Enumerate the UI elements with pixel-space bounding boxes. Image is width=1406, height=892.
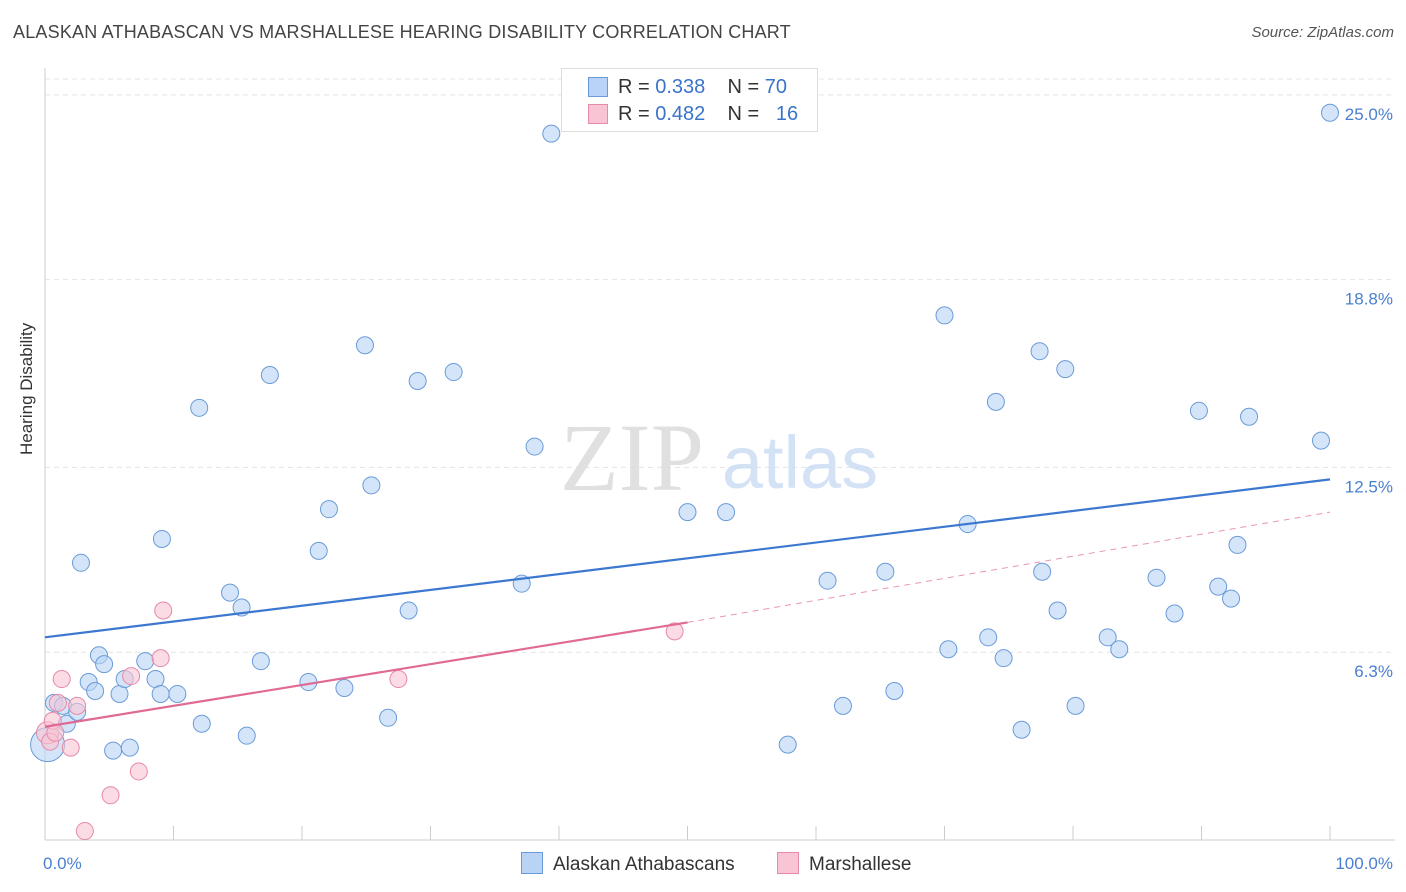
bottom-legend-label-2: Marshallese: [809, 854, 912, 875]
legend-r-value-1: 0.338: [655, 76, 706, 98]
chart-title: ALASKAN ATHABASCAN VS MARSHALLESE HEARIN…: [13, 22, 791, 42]
point-marshallese-5: [68, 696, 87, 715]
point-athabascan-65: [1222, 589, 1241, 608]
point-athabascan-10: [104, 741, 123, 760]
point-athabascan-43: [818, 571, 837, 590]
point-athabascan-32: [379, 708, 398, 727]
trendline-marshallese: [44, 621, 688, 728]
point-athabascan-67: [1240, 407, 1259, 426]
y-tick-label-2: 18.8%: [1345, 290, 1393, 309]
point-athabascan-57: [1056, 360, 1075, 379]
point-athabascan-58: [1066, 696, 1085, 715]
bottom-legend-swatch-blue: [521, 852, 543, 874]
point-athabascan-54: [1030, 342, 1049, 361]
point-marshallese-3: [52, 670, 71, 689]
point-marshallese-8: [122, 667, 141, 686]
point-athabascan-61: [1147, 568, 1166, 587]
point-athabascan-69: [1321, 103, 1339, 122]
point-marshallese-2: [48, 693, 67, 712]
point-athabascan-28: [319, 500, 338, 519]
point-athabascan-63: [1189, 401, 1208, 420]
point-athabascan-60: [1110, 640, 1129, 659]
bottom-legend-label-1: Alaskan Athabascans: [553, 854, 735, 875]
point-athabascan-30: [355, 336, 374, 355]
chart-source: Source: ZipAtlas.com: [1251, 24, 1394, 41]
point-marshallese-11: [389, 670, 408, 689]
point-athabascan-45: [876, 562, 895, 581]
bottom-legend-athabascan: Alaskan Athabascans: [521, 852, 735, 876]
point-athabascan-17: [152, 529, 171, 548]
point-athabascan-13: [120, 738, 139, 757]
trendline-extension-marshallese: [687, 511, 1331, 623]
point-marshallese-9: [154, 601, 173, 620]
point-athabascan-47: [935, 306, 954, 325]
point-athabascan-48: [939, 640, 958, 659]
legend-n-value-2: 16: [775, 103, 799, 125]
point-athabascan-56: [1048, 601, 1067, 620]
legend-r-label-2: R =: [618, 103, 656, 125]
point-athabascan-5: [71, 553, 90, 572]
point-athabascan-18: [168, 684, 187, 703]
point-marshallese-12: [75, 822, 94, 841]
legend-r-label-1: R =: [618, 76, 656, 98]
point-athabascan-42: [778, 735, 797, 754]
point-athabascan-41: [717, 503, 736, 522]
legend-n-label-2: N =: [727, 103, 765, 125]
y-tick-label-3: 25.0%: [1345, 105, 1393, 124]
y-tick-label-0: 6.3%: [1354, 662, 1393, 681]
point-athabascan-27: [309, 541, 328, 560]
point-athabascan-29: [335, 678, 354, 697]
point-athabascan-52: [994, 649, 1013, 668]
point-athabascan-50: [979, 628, 998, 647]
point-marshallese-4: [61, 738, 80, 757]
point-athabascan-14: [136, 652, 155, 671]
point-marshallese-7: [129, 762, 148, 781]
point-athabascan-40: [678, 503, 697, 522]
point-athabascan-53: [1012, 720, 1031, 739]
point-marshallese-6: [101, 786, 120, 805]
stats-legend: R = 0.338 N = 70 R = 0.482 N = 16: [561, 68, 818, 132]
point-athabascan-21: [221, 583, 240, 602]
x-tick-label-min: 0.0%: [43, 854, 82, 873]
legend-swatch-pink: [588, 104, 608, 124]
point-athabascan-62: [1165, 604, 1184, 623]
point-athabascan-66: [1228, 535, 1247, 554]
point-athabascan-35: [444, 363, 463, 382]
point-marshallese-10: [151, 649, 170, 668]
point-athabascan-23: [237, 726, 256, 745]
point-athabascan-44: [833, 696, 852, 715]
point-athabascan-33: [408, 371, 427, 390]
point-athabascan-7: [86, 681, 105, 700]
bottom-legend-swatch-pink: [777, 852, 799, 874]
legend-n-value-1: 70: [764, 76, 788, 98]
point-athabascan-51: [986, 392, 1005, 411]
point-athabascan-59: [1098, 628, 1117, 647]
point-marshallese-13: [665, 622, 684, 641]
y-axis-label: Hearing Disability: [17, 322, 36, 455]
y-tick-label-1: 12.5%: [1345, 477, 1393, 496]
watermark-zip: ZIP: [560, 404, 704, 511]
point-athabascan-68: [1312, 431, 1331, 450]
watermark-atlas: atlas: [722, 421, 878, 504]
point-athabascan-34: [399, 601, 418, 620]
legend-n-label-1: N =: [727, 76, 765, 98]
point-athabascan-24: [251, 652, 270, 671]
trendline-athabascan: [44, 478, 1331, 639]
point-athabascan-38: [542, 124, 561, 143]
point-athabascan-55: [1033, 562, 1052, 581]
point-athabascan-37: [525, 437, 544, 456]
point-athabascan-31: [362, 476, 381, 495]
legend-swatch-blue: [588, 77, 608, 97]
bottom-legend-marshallese: Marshallese: [777, 852, 911, 876]
point-athabascan-19: [190, 398, 209, 417]
point-athabascan-46: [885, 681, 904, 700]
point-athabascan-25: [260, 366, 279, 385]
point-athabascan-20: [192, 714, 211, 733]
x-tick-label-max: 100.0%: [1335, 854, 1393, 873]
point-athabascan-9: [95, 655, 114, 674]
point-athabascan-64: [1209, 577, 1228, 596]
legend-r-value-2: 0.482: [655, 103, 706, 125]
point-athabascan-16: [151, 684, 170, 703]
